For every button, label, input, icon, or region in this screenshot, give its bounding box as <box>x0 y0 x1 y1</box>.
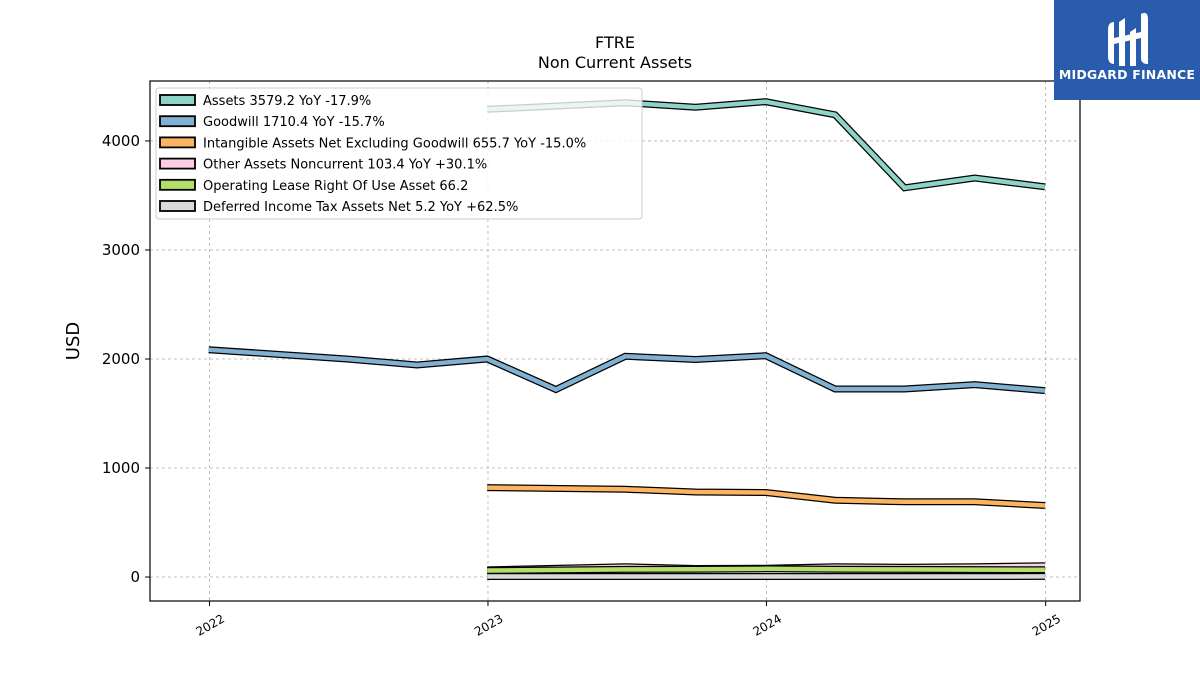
series-line <box>487 484 1046 509</box>
y-tick-label: 0 <box>130 568 140 586</box>
legend-swatch <box>159 178 196 191</box>
legend: Assets 3579.2 YoY -17.9% Goodwill 1710.4 … <box>155 87 643 220</box>
logo-text: MIDGARD FINANCE <box>1058 67 1196 82</box>
plot-frame <box>149 80 1081 602</box>
legend-entry: Deferred Income Tax Assets Net 5.2 YoY +… <box>203 200 518 215</box>
series-line-fill <box>487 566 1045 573</box>
legend-swatch <box>159 200 196 212</box>
x-tick-label: 2024 <box>750 611 783 638</box>
legend-swatch <box>159 115 196 128</box>
x-tick-label: 2022 <box>194 611 227 638</box>
series-line <box>487 565 1045 574</box>
series-line <box>208 346 1046 395</box>
legend-swatch <box>159 136 196 149</box>
y-tick-label: 4000 <box>102 132 140 150</box>
chart-subtitle: Non Current Assets <box>538 53 692 72</box>
y-axis-label: USD <box>63 322 84 360</box>
y-axis-ticks: 0 1000 2000 3000 4000 <box>102 132 150 586</box>
legend-entry: Other Assets Noncurrent 103.4 YoY +30.1% <box>203 158 487 173</box>
series-line-fill <box>208 347 1046 393</box>
legend-box <box>155 87 643 220</box>
legend-swatch <box>159 94 196 106</box>
legend-entry: Intangible Assets Net Excluding Goodwill… <box>203 136 586 151</box>
chart-title: FTRE <box>595 33 635 52</box>
y-tick-label: 2000 <box>102 350 140 368</box>
logo-mark-icon <box>1108 12 1148 66</box>
x-tick-label: 2023 <box>472 611 505 638</box>
x-axis-ticks: 2022 2023 2024 2025 <box>194 601 1063 639</box>
legend-entry: Assets 3579.2 YoY -17.9% <box>203 94 371 109</box>
y-tick-label: 1000 <box>102 459 140 477</box>
legend-entry: Goodwill 1710.4 YoY -15.7% <box>203 115 385 130</box>
y-tick-label: 3000 <box>102 241 140 259</box>
brand-logo: MIDGARD FINANCE <box>1054 0 1200 100</box>
legend-entry: Operating Lease Right Of Use Asset 66.2 <box>203 179 468 194</box>
x-tick-label: 2025 <box>1030 611 1063 638</box>
series-line-fill <box>487 485 1046 508</box>
legend-swatch <box>159 157 196 170</box>
